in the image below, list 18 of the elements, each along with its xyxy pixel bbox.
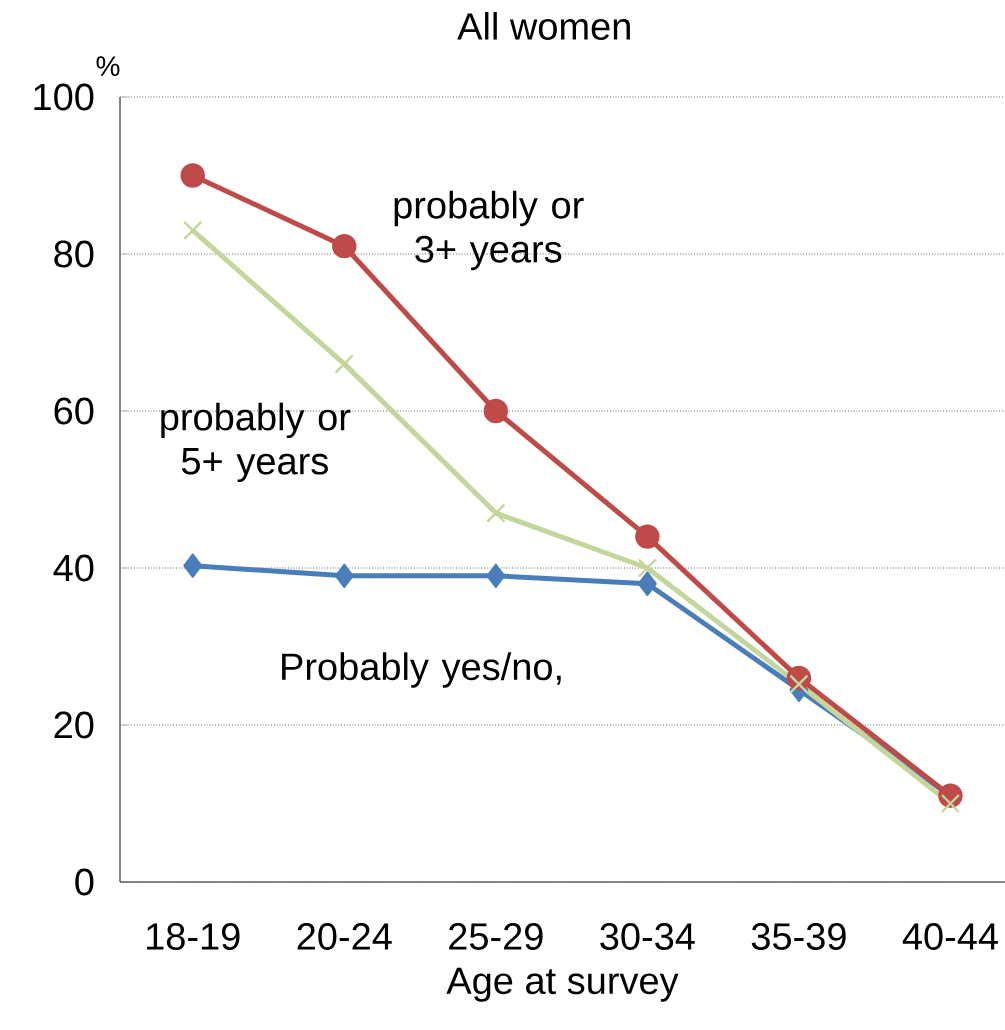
- chart-title: All women: [457, 12, 630, 40]
- y-tick-label: 80: [54, 240, 94, 268]
- x-tick-label: 20-24: [297, 923, 392, 950]
- legend-label: probably or 3+ years: [394, 190, 584, 271]
- x-tick-label: 40-44: [902, 923, 998, 950]
- y-tick-label: 0: [75, 868, 94, 896]
- series-label: probably or 5+ years: [161, 402, 351, 483]
- x-axis-title: Age at survey: [446, 967, 679, 1002]
- x-tick-label: 35-39: [751, 923, 846, 950]
- y-tick-label: 40: [53, 554, 94, 582]
- y-tick-label: 60: [54, 397, 94, 425]
- y-axis-title: %: [96, 56, 120, 76]
- series-label: Probably yes/no,: [282, 652, 561, 688]
- x-tick-label: 30-34: [600, 923, 695, 950]
- y-tick-label: 100: [34, 83, 94, 111]
- x-tick-label: 25-29: [449, 923, 543, 950]
- y-tick-label: 20: [54, 711, 94, 739]
- x-tick-label: 18-19: [147, 923, 240, 950]
